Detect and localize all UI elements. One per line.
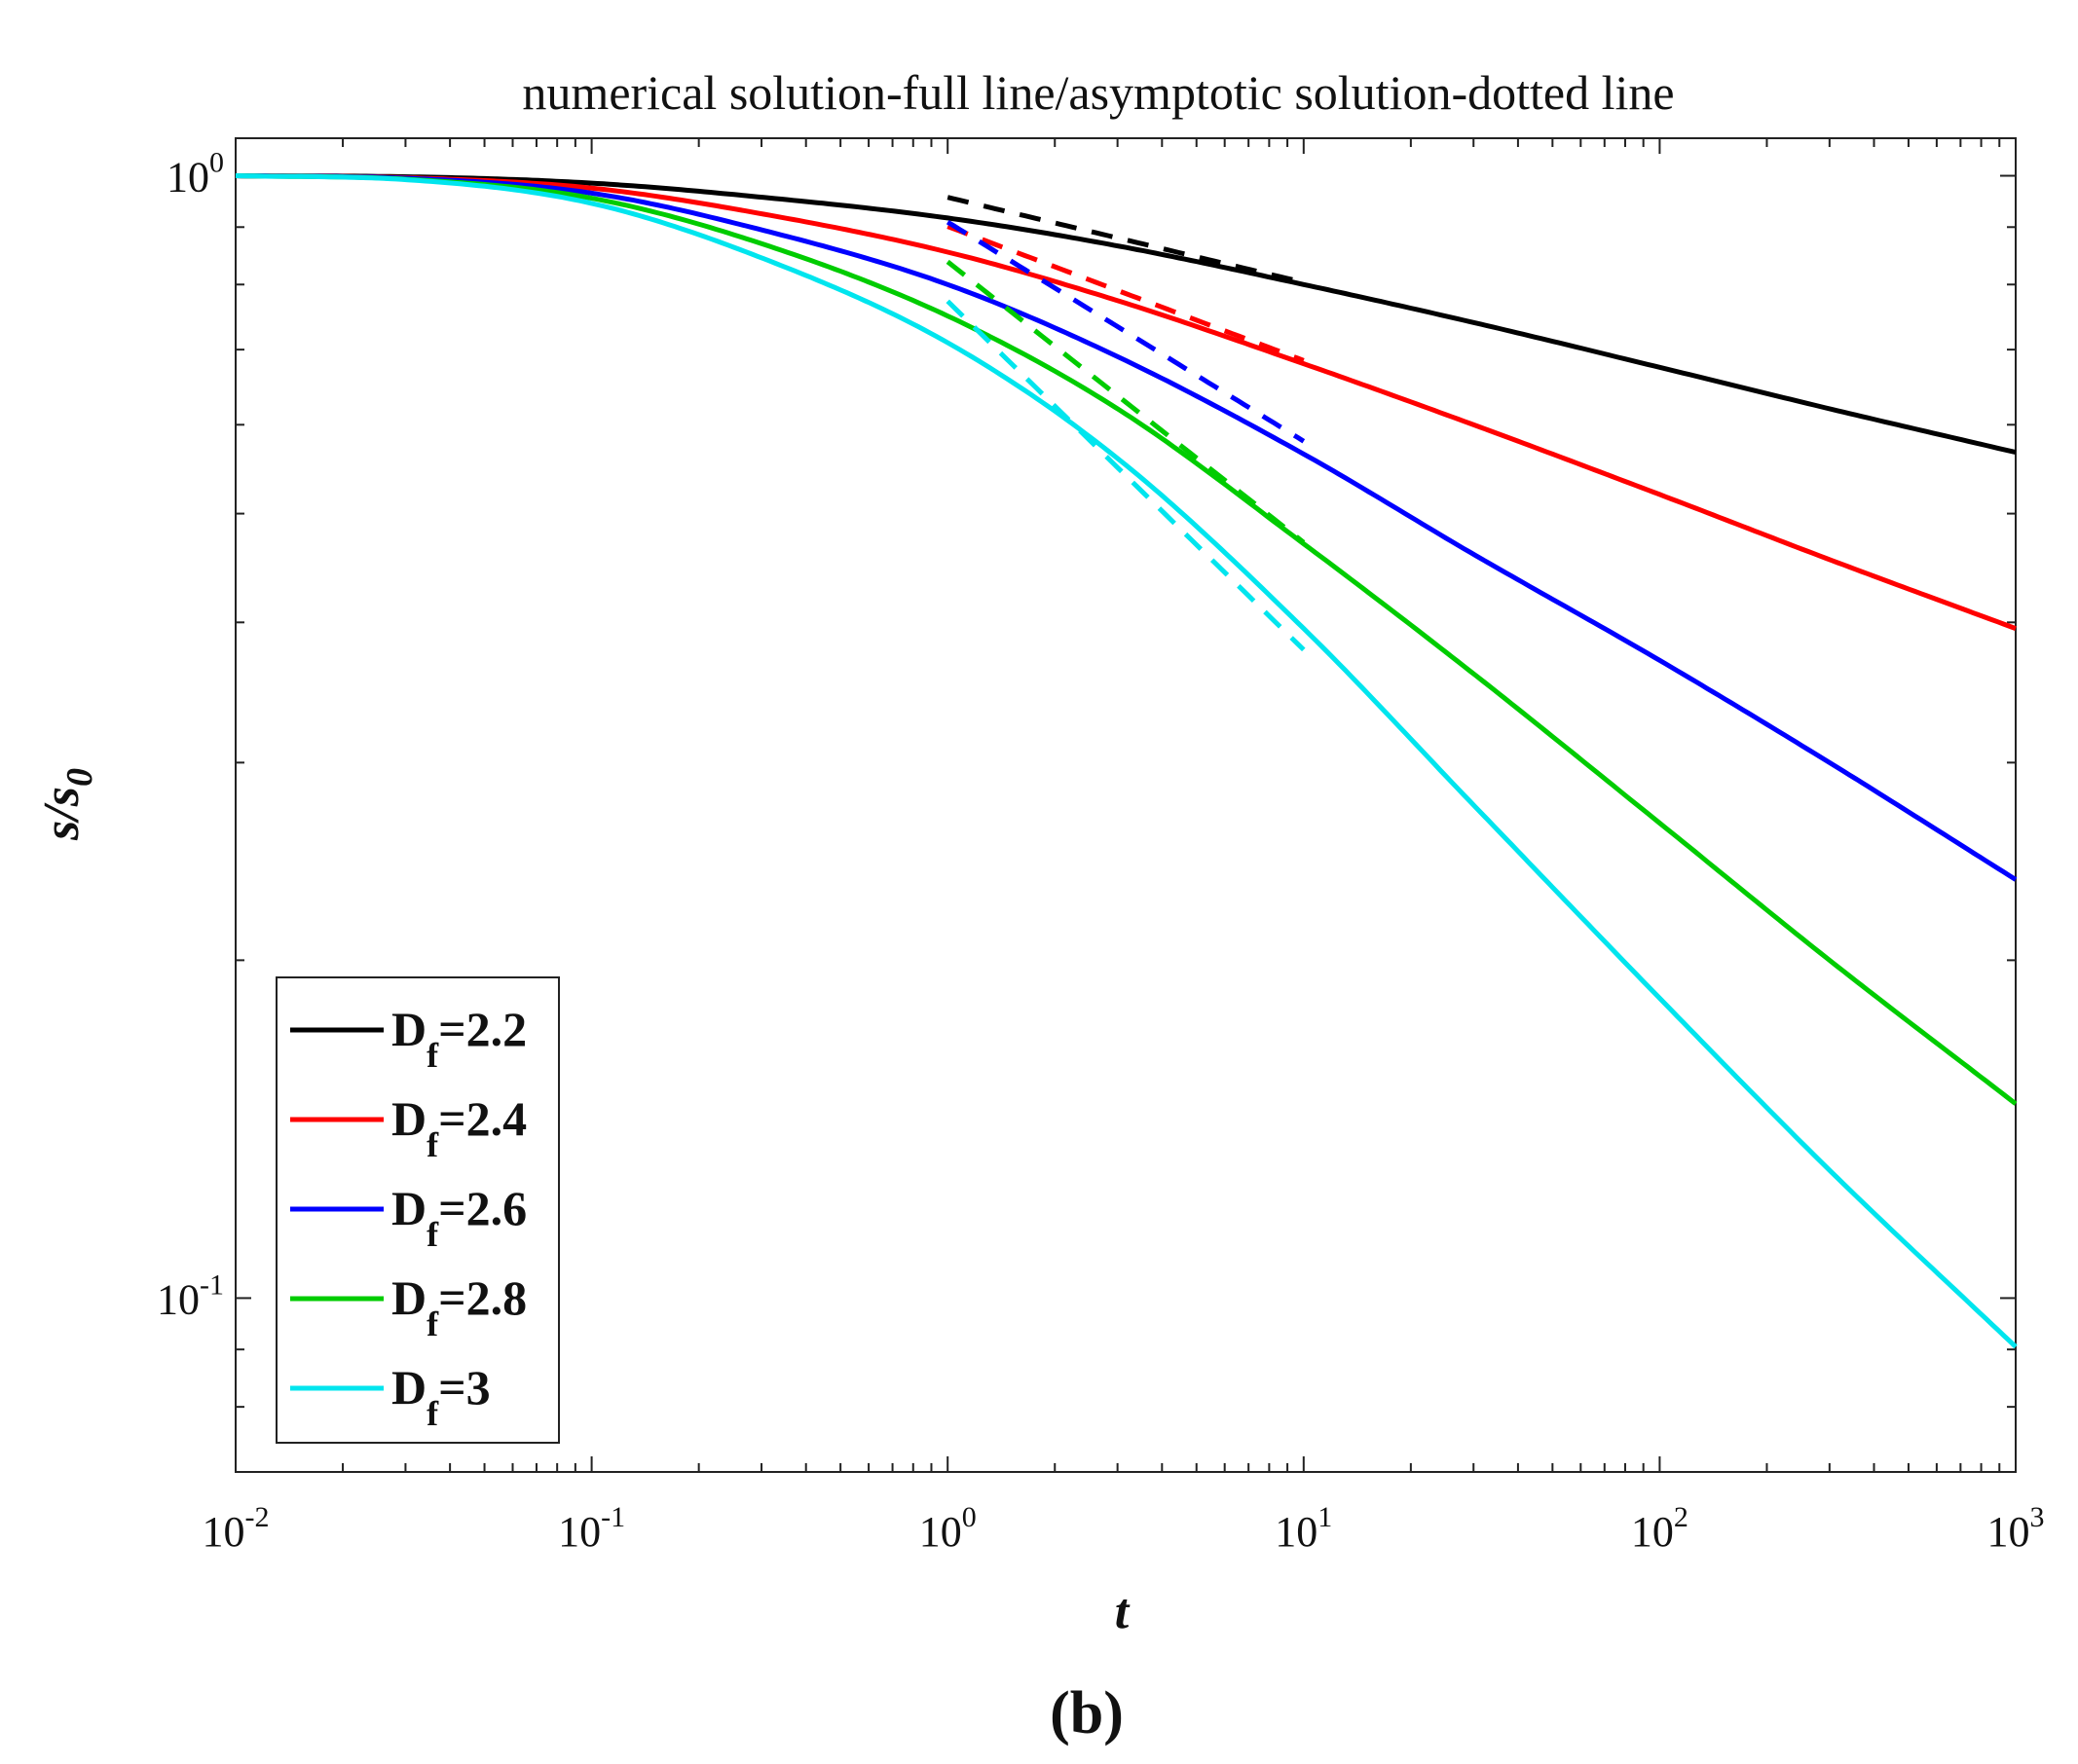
legend-label-2: Df=2.4 xyxy=(391,1091,527,1164)
legend-label-value: =2.6 xyxy=(438,1181,527,1235)
y-axis-label-main: s/s xyxy=(34,787,90,841)
legend-label-1: Df=2.2 xyxy=(391,1002,527,1075)
y-tick-label-exp: 0 xyxy=(209,147,224,179)
x-tick-label-base: 10 xyxy=(919,1508,962,1556)
series-line-4 xyxy=(235,173,2018,1106)
x-tick-label: 101 xyxy=(1275,1501,1332,1556)
x-tick-label-exp: 3 xyxy=(2030,1501,2045,1533)
x-tick-label-exp: -2 xyxy=(245,1501,270,1533)
x-tick-label: 10-2 xyxy=(203,1501,270,1556)
x-tick-label-exp: 1 xyxy=(1317,1501,1332,1533)
legend-label-5: Df=3 xyxy=(391,1360,491,1433)
y-axis-label-group: s/s0 xyxy=(34,768,100,841)
x-tick-label: 102 xyxy=(1631,1501,1688,1556)
series-asymptote-2 xyxy=(946,224,1305,363)
x-tick-label-base: 10 xyxy=(1275,1508,1317,1556)
legend-label-sub: f xyxy=(427,1305,439,1343)
series-asymptote-3 xyxy=(946,219,1306,444)
legend-label-value: =3 xyxy=(438,1360,491,1415)
y-tick-label: 10-1 xyxy=(157,1268,224,1323)
y-axis-label: s/s0 xyxy=(34,768,100,841)
x-tick-label: 10-1 xyxy=(558,1501,625,1556)
legend-label-value: =2.8 xyxy=(438,1270,527,1325)
x-tick-label: 100 xyxy=(919,1501,977,1556)
series-line-3 xyxy=(235,173,2018,882)
legend-label-main: D xyxy=(391,1091,427,1146)
series-asymptote-5 xyxy=(946,299,1306,652)
series-line-5 xyxy=(235,173,2018,1349)
series-line-1 xyxy=(235,173,2017,456)
series-line-2 xyxy=(235,173,2017,631)
x-axis-label: t xyxy=(1115,1584,1131,1639)
y-axis-label-sub: 0 xyxy=(59,768,100,787)
legend-label-4: Df=2.8 xyxy=(391,1270,527,1343)
y-tick-label-exp: -1 xyxy=(200,1268,224,1301)
legend-label-value: =2.4 xyxy=(438,1091,527,1146)
legend-label-value: =2.2 xyxy=(438,1002,527,1056)
panel-label: (b) xyxy=(1050,1680,1124,1746)
legend-label-sub: f xyxy=(427,1215,439,1254)
legend-label-3: Df=2.6 xyxy=(391,1181,527,1254)
y-tick-label: 100 xyxy=(167,147,224,202)
x-tick-label-exp: 2 xyxy=(1674,1501,1688,1533)
x-tick-label-base: 10 xyxy=(558,1508,601,1556)
axis-ticks xyxy=(235,138,2017,1473)
legend-label-sub: f xyxy=(427,1036,439,1075)
legend: Df=2.2Df=2.4Df=2.6Df=2.8Df=3 xyxy=(276,976,560,1444)
series-group xyxy=(235,173,2018,1349)
x-tick-label-exp: -1 xyxy=(601,1501,625,1533)
series-asymptote-1 xyxy=(946,195,1305,285)
x-tick-label-exp: 0 xyxy=(962,1501,977,1533)
y-tick-label-base: 10 xyxy=(157,1275,200,1323)
x-tick-label-base: 10 xyxy=(1631,1508,1674,1556)
x-tick-label: 103 xyxy=(1987,1501,2045,1556)
legend-label-main: D xyxy=(391,1270,427,1325)
x-tick-label-base: 10 xyxy=(203,1508,245,1556)
series-asymptote-4 xyxy=(946,259,1306,545)
legend-label-main: D xyxy=(391,1181,427,1235)
x-tick-label-base: 10 xyxy=(1987,1508,2030,1556)
y-tick-label-base: 10 xyxy=(167,154,209,202)
legend-label-sub: f xyxy=(427,1394,439,1433)
legend-label-main: D xyxy=(391,1002,427,1056)
chart-title: numerical solution-full line/asymptotic … xyxy=(522,65,1674,120)
legend-label-main: D xyxy=(391,1360,427,1415)
legend-label-sub: f xyxy=(427,1125,439,1164)
